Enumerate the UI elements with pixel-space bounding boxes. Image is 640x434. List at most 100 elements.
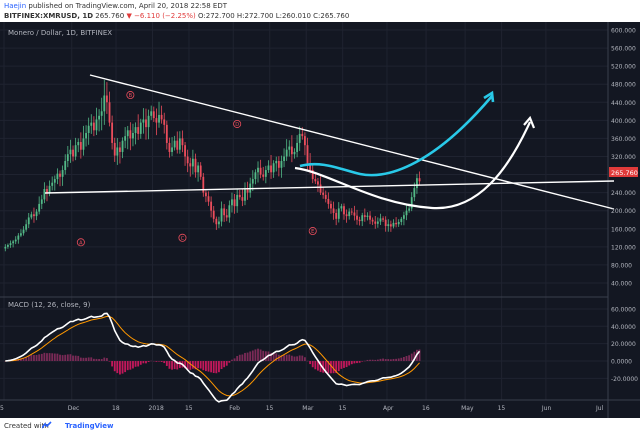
- candle-body: [171, 147, 173, 152]
- macd-histogram-bar: [152, 360, 155, 362]
- chart-svg[interactable]: A B C D E 600.000 560.000 520.000 480.000 440.00…: [0, 22, 640, 418]
- projection-arrowhead-white: [523, 115, 536, 129]
- projection-path-white: [294, 121, 531, 210]
- chart-area[interactable]: A B C D E 600.000 560.000 520.000 480.000 440.00…: [0, 22, 640, 418]
- candle-body: [311, 170, 314, 180]
- candle-body: [108, 102, 111, 123]
- macd-histogram-bar: [280, 355, 283, 362]
- candle-body: [150, 111, 153, 116]
- candle-body: [301, 133, 304, 137]
- time-tick-label: Dec: [68, 405, 80, 412]
- candle-body: [72, 149, 74, 157]
- candle-body: [361, 215, 364, 222]
- macd-histogram-bar: [61, 355, 64, 362]
- macd-histogram-bar: [353, 361, 356, 364]
- macd-histogram-bar: [246, 352, 249, 362]
- macd-histogram-bar: [100, 359, 103, 362]
- author-link[interactable]: Haejin: [4, 2, 27, 10]
- macd-histogram-bar: [345, 361, 348, 368]
- candle-body: [337, 208, 340, 219]
- created-with-label: Created with: [4, 422, 49, 430]
- candle-body: [111, 122, 114, 143]
- candle-body: [413, 188, 416, 198]
- macd-histogram-bar: [233, 358, 236, 362]
- candle-body: [387, 224, 390, 227]
- macd-histogram-bar: [311, 361, 314, 368]
- macd-histogram-bar: [22, 357, 25, 362]
- down-arrow-icon: ▼: [126, 12, 132, 20]
- candle-body: [358, 219, 361, 222]
- macd-histogram-bar: [314, 361, 317, 370]
- tradingview-logo-icon: [42, 421, 52, 429]
- candle-body: [43, 189, 46, 200]
- macd-histogram-bar: [340, 361, 343, 369]
- macd-histogram-bar: [330, 361, 332, 374]
- macd-histogram-bar: [395, 358, 398, 362]
- publish-header: Haejin published on TradingView.com, Apr…: [0, 0, 640, 22]
- macd-histogram-bar: [369, 359, 371, 362]
- candle-body: [38, 203, 41, 212]
- macd-histogram-bar: [95, 358, 98, 362]
- tradingview-link[interactable]: TradingView: [65, 422, 114, 430]
- drawings: [44, 74, 615, 210]
- macd-histogram-bar: [251, 350, 254, 362]
- candle-body: [186, 156, 189, 164]
- macd-histogram-bar: [132, 361, 134, 369]
- candle-body: [293, 151, 296, 155]
- macd-histogram-bar: [402, 356, 405, 362]
- candle-body: [296, 142, 299, 152]
- candle-body: [66, 154, 69, 161]
- candle-body: [56, 173, 59, 180]
- macd-histogram-bar: [238, 354, 241, 362]
- candle-body: [168, 142, 171, 152]
- wave-label-circle: [126, 91, 135, 100]
- macd-histogram-bar: [189, 361, 192, 370]
- macd-histogram-bar: [408, 355, 411, 362]
- candle-body: [241, 197, 244, 201]
- macd-histogram-bar: [413, 351, 416, 362]
- candle-body: [303, 136, 306, 146]
- candle-body: [77, 142, 80, 146]
- candle-body: [35, 211, 38, 217]
- price-tick-label: 320.000: [611, 154, 636, 161]
- candle-body: [199, 165, 202, 177]
- macd-histogram-bar: [74, 355, 77, 362]
- macd-histogram-bar: [366, 359, 369, 362]
- candle-body: [87, 125, 90, 133]
- lower-trendline: [44, 180, 615, 194]
- last-price-badge-text: 265.760: [611, 169, 638, 177]
- candle-body: [59, 173, 61, 177]
- candle-body: [267, 165, 270, 171]
- macd-histogram-bar: [194, 361, 197, 370]
- candle-body: [181, 138, 184, 146]
- macd-histogram-bar: [319, 361, 322, 373]
- candle-body: [369, 215, 371, 220]
- candle-body: [210, 201, 213, 211]
- time-tick-label: Apr: [383, 405, 394, 412]
- macd-histogram-bar: [215, 361, 218, 374]
- macd-histogram-bar: [48, 353, 51, 362]
- candle-body: [74, 145, 77, 157]
- macd-histogram-bar: [98, 359, 101, 362]
- candle-body: [184, 145, 186, 157]
- candle-body: [246, 189, 249, 193]
- candle-body: [233, 199, 236, 207]
- candle-body: [46, 189, 48, 193]
- macd-histogram-bar: [191, 361, 194, 369]
- candle-body: [124, 136, 127, 141]
- ohlc-values: O:272.700 H:272.700 L:260.010 C:265.760: [198, 12, 350, 20]
- candle-body: [330, 203, 332, 209]
- candle-body: [238, 194, 241, 198]
- macd-histogram-bar: [33, 355, 35, 362]
- macd-histogram-bar: [306, 360, 309, 362]
- candle-body: [22, 229, 25, 234]
- candle-body: [212, 210, 215, 219]
- candle-body: [137, 127, 140, 134]
- macd-histogram-bar: [405, 356, 408, 362]
- macd-histogram-bar: [43, 352, 46, 362]
- candle-body: [231, 199, 233, 206]
- projection-path-cyan: [299, 95, 493, 177]
- candle-body: [160, 114, 163, 120]
- candle-body: [142, 119, 145, 123]
- macd-histogram-bar: [257, 348, 259, 362]
